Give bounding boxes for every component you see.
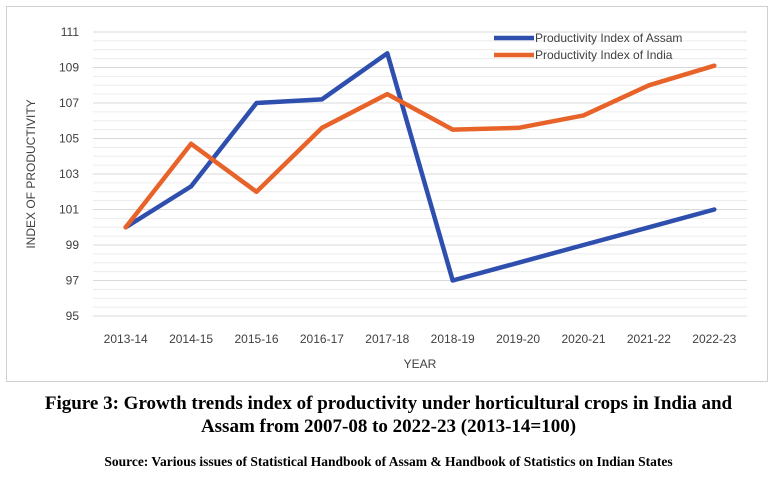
caption-line-1: Figure 3: Growth trends index of product… [44, 393, 733, 414]
legend-label: Productivity Index of Assam [535, 31, 682, 45]
x-tick-label: 2017-18 [365, 332, 409, 346]
x-tick-label: 2021-22 [627, 332, 671, 346]
x-tick-label: 2014-15 [169, 332, 213, 346]
x-tick-label: 2015-16 [234, 332, 278, 346]
series-line-india [123, 63, 717, 230]
figure-caption: Figure 3: Growth trends index of product… [0, 392, 777, 438]
x-tick-label: 2016-17 [300, 332, 344, 346]
legend-label: Productivity Index of India [535, 48, 673, 62]
x-tick-label: 2019-20 [496, 332, 540, 346]
y-tick-label: 101 [59, 203, 79, 217]
y-axis-ticks: 95 97 99 101 103 105 107 109 111 [59, 25, 79, 323]
y-tick-label: 99 [66, 238, 80, 252]
y-tick-label: 111 [61, 25, 80, 39]
source-note: Source: Various issues of Statistical Ha… [104, 454, 673, 469]
y-tick-label: 95 [66, 309, 80, 323]
x-tick-label: 2022-23 [692, 332, 736, 346]
chart-frame: 95 97 99 101 103 105 107 109 111 2013-14 2014-15 2… [6, 6, 768, 382]
x-axis-ticks: 2013-14 2014-15 2015-16 2016-17 2017-18 2018-… [104, 332, 737, 346]
legend: Productivity Index of Assam Productivity … [494, 31, 682, 62]
y-tick-label: 97 [66, 274, 80, 288]
x-tick-label: 2018-19 [431, 332, 475, 346]
y-tick-label: 107 [59, 96, 79, 110]
caption-line-2: Assam from 2007-08 to 2022-23 (2013-14=1… [200, 416, 577, 437]
y-tick-label: 105 [59, 132, 79, 146]
y-axis-title: INDEX OF PRODUCTIVITY [24, 99, 38, 248]
y-tick-label: 109 [59, 61, 79, 75]
x-tick-label: 2020-21 [561, 332, 605, 346]
series-lines [123, 51, 717, 283]
y-tick-label: 103 [59, 167, 79, 181]
x-tick-label: 2013-14 [104, 332, 148, 346]
x-axis-title: YEAR [404, 357, 437, 371]
series-line-assam [123, 51, 717, 283]
